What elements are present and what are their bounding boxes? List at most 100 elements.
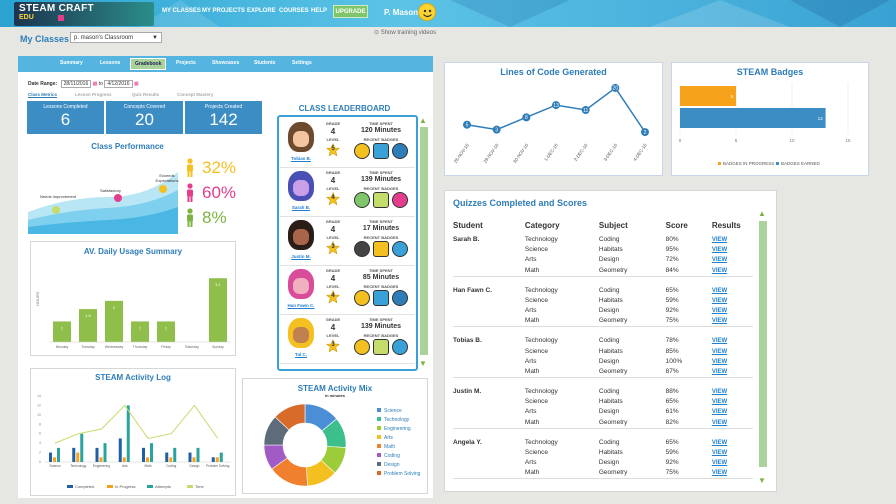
nav-my-classes[interactable]: MY CLASSES [162, 8, 201, 14]
view-result-link[interactable]: VIEW [711, 267, 728, 274]
badge-icon [392, 143, 408, 159]
usage-day-label: Friday [161, 345, 171, 349]
level-value: 3 [331, 244, 335, 250]
loc-date-label: 28-NOV-16 [453, 142, 470, 164]
view-result-link[interactable]: VIEW [711, 399, 728, 406]
quiz-header-category: Category [524, 220, 560, 230]
view-result-link[interactable]: VIEW [711, 237, 728, 244]
usage-bar [79, 309, 97, 342]
view-result-link[interactable]: VIEW [711, 389, 728, 396]
scroll-down-icon[interactable]: ▼ [758, 476, 766, 485]
leaderboard-row[interactable]: Tal C. GRADE 4 LEVEL 3 TIME SPENT 139 Minutes R… [280, 315, 415, 364]
view-result-link[interactable]: VIEW [711, 257, 728, 264]
leaderboard-scrollbar[interactable] [420, 127, 428, 355]
student-name-link[interactable]: Tal C. [295, 352, 307, 357]
nav-explore[interactable]: EXPLORE [247, 8, 276, 14]
view-result-link[interactable]: VIEW [711, 409, 728, 416]
leaderboard-row[interactable]: Justin M. GRADE 4 LEVEL 3 TIME SPENT 17 Minute… [280, 217, 415, 266]
usage-bar [131, 321, 149, 342]
stat-value: 142 [209, 110, 238, 129]
quiz-row: Tobias B. Technology Coding 78% VIEW [453, 336, 753, 346]
calendar-icon[interactable]: ▦ [92, 81, 98, 87]
quiz-subject: Design [598, 357, 620, 365]
tab-gradebook[interactable]: Gradebook [130, 58, 167, 70]
leaderboard-row[interactable]: Han Fawn C. GRADE 4 LEVEL 4 TIME SPENT 85 Minu… [280, 266, 415, 315]
app-logo[interactable]: STEAM CRAFT EDU [14, 2, 154, 26]
subtab-lesson-progress[interactable]: Lesson Progress [75, 92, 112, 97]
class-performance-title: Class Performance [91, 142, 164, 151]
quiz-group-spacer [453, 479, 753, 489]
subtab-concept-mastery[interactable]: Concept Mastery [177, 92, 214, 97]
view-result-link[interactable]: VIEW [711, 358, 728, 365]
student-name-link[interactable]: Tobias B. [291, 156, 311, 161]
leaderboard-row[interactable]: Tobias B. GRADE 4 LEVEL 5 TIME SPENT 120 Minut… [280, 119, 415, 168]
smiley-avatar-icon[interactable] [418, 3, 436, 21]
time-spent-label: TIME SPENT [368, 317, 393, 322]
nav-my-projects[interactable]: MY PROJECTS [202, 8, 245, 14]
view-result-link[interactable]: VIEW [711, 247, 728, 254]
view-result-link[interactable]: VIEW [711, 338, 728, 345]
tab-settings[interactable]: Settings [292, 60, 312, 66]
training-videos-link[interactable]: ⊙ Show training videos [374, 29, 436, 36]
view-result-link[interactable]: VIEW [711, 297, 728, 304]
view-result-link[interactable]: VIEW [711, 449, 728, 456]
subtab-quiz-results[interactable]: Quiz Results [132, 92, 160, 97]
time-spent-label: TIME SPENT [368, 170, 393, 175]
metrics-subtabs: Class Metrics Lesson Progress Quiz Results… [28, 92, 288, 100]
quiz-score: 78% [665, 337, 679, 345]
tab-projects[interactable]: Projects [176, 60, 196, 66]
view-result-link[interactable]: VIEW [711, 308, 728, 315]
activity-bar-in-progress [76, 452, 80, 462]
quiz-subject: Design [598, 307, 620, 315]
student-name-link[interactable]: Sarah B. [291, 205, 311, 210]
upgrade-button[interactable]: UPGRADE [333, 5, 368, 18]
view-result-link[interactable]: VIEW [711, 287, 728, 294]
view-result-link[interactable]: VIEW [711, 460, 728, 467]
quiz-row: Math Geometry 75% VIEW [453, 468, 753, 479]
exceeds-dot [159, 185, 167, 193]
view-result-link[interactable]: VIEW [711, 348, 728, 355]
quiz-subject: Coding [598, 388, 620, 396]
scroll-up-icon[interactable]: ▲ [419, 116, 427, 125]
usage-day-label: Sunday [212, 345, 224, 349]
calendar-icon[interactable]: ▦ [133, 81, 139, 87]
usage-value-label: 1 [139, 325, 142, 330]
quiz-row: Science Habitats 65% VIEW [453, 397, 753, 407]
mix-legend-swatch [377, 471, 381, 475]
quiz-scrollbar[interactable] [759, 221, 767, 467]
quiz-subject: Habitats [598, 246, 623, 254]
decorative-triangle [790, 0, 890, 27]
scroll-up-icon[interactable]: ▲ [758, 209, 766, 218]
subtab-class-metrics[interactable]: Class Metrics [28, 92, 58, 97]
nav-help[interactable]: HELP [311, 8, 328, 14]
student-name-link[interactable]: Han Fawn C. [287, 303, 315, 308]
view-result-link[interactable]: VIEW [711, 419, 728, 426]
scroll-down-icon[interactable]: ▼ [419, 359, 427, 368]
view-result-link[interactable]: VIEW [711, 368, 728, 375]
loc-value-label: 8 [525, 115, 528, 121]
tab-showcases[interactable]: Showcases [212, 60, 240, 66]
nav-courses[interactable]: COURSES [279, 8, 309, 14]
activity-bar-in-progress [53, 457, 56, 462]
tab-lessons[interactable]: Lessons [100, 60, 121, 66]
category-label: Science [49, 464, 61, 468]
tab-students[interactable]: Students [254, 60, 276, 66]
quiz-subject: Habitats [598, 296, 623, 304]
leaderboard-row[interactable]: Sarah B. GRADE 4 LEVEL 4 TIME SPENT 139 Minute… [280, 168, 415, 217]
mix-legend-swatch [377, 453, 381, 457]
classroom-select[interactable]: p. mason's Classroom ▼ [70, 32, 162, 43]
quiz-subject: Coding [598, 438, 620, 446]
grade-value: 4 [330, 323, 336, 332]
view-result-link[interactable]: VIEW [711, 470, 728, 477]
tab-summary[interactable]: Summary [60, 60, 83, 66]
view-result-link[interactable]: VIEW [711, 318, 728, 325]
date-to-input[interactable]: 4/12/2016 [104, 80, 133, 88]
activity-bar-in-progress [146, 457, 149, 462]
date-from-input[interactable]: 28/11/2016 [60, 80, 92, 88]
view-result-link[interactable]: VIEW [711, 439, 728, 446]
student-name-link[interactable]: Justin M. [291, 254, 311, 259]
quiz-score: 80% [665, 236, 679, 244]
user-name[interactable]: P. Mason [384, 8, 419, 17]
recent-badges-label: RECENT BADGES [363, 235, 399, 240]
grade-label: GRADE [325, 170, 341, 175]
